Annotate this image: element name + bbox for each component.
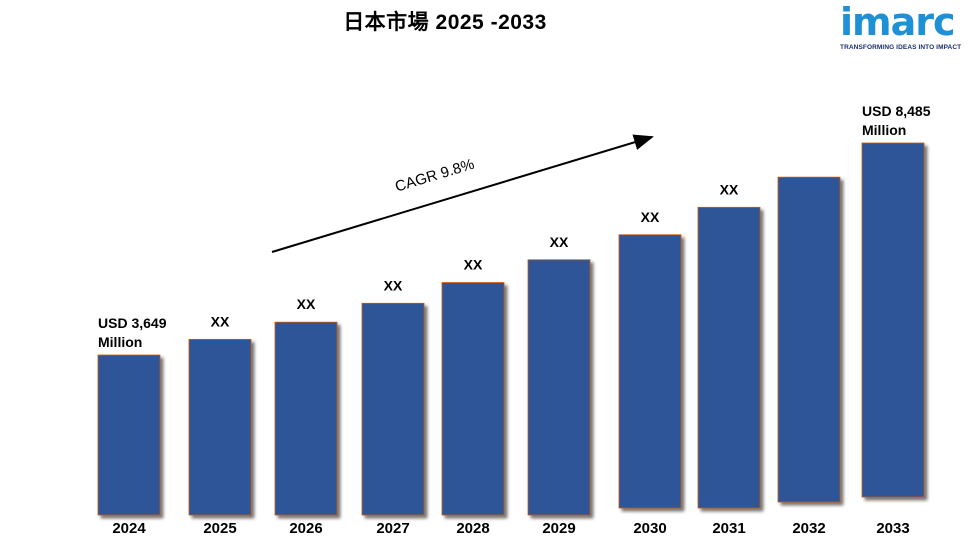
x-tick-label-2029: 2029 (542, 520, 575, 537)
cagr-annotation: CAGR 9.8% (393, 156, 476, 196)
x-tick-label-2033: 2033 (876, 520, 909, 537)
bar-2032 (777, 176, 841, 503)
x-tick-label-2026: 2026 (289, 520, 322, 537)
logo-wordmark: imarc (840, 0, 956, 44)
imarc-logo: imarc TRANSFORMING IDEAS INTO IMPACT (840, 2, 970, 58)
x-tick-label-2030: 2030 (633, 520, 666, 537)
x-tick-label-2027: 2027 (376, 520, 409, 537)
bar-2024 (97, 354, 161, 516)
bar-2028 (441, 282, 505, 516)
bar-2025 (188, 338, 252, 516)
data-label-2030: XX (641, 209, 660, 225)
data-label-2029: XX (550, 234, 569, 250)
bar-2026 (274, 321, 338, 516)
data-label-2028: XX (464, 257, 483, 273)
data-label-2025: XX (211, 313, 230, 329)
data-label-2026: XX (297, 296, 316, 312)
logo-tagline: TRANSFORMING IDEAS INTO IMPACT (840, 44, 962, 51)
bar-2033 (861, 142, 925, 498)
x-tick-label-2031: 2031 (712, 520, 745, 537)
bar-2031 (697, 206, 761, 509)
x-tick-label-2032: 2032 (792, 520, 825, 537)
x-tick-label-2024: 2024 (112, 520, 146, 537)
data-label-2031: XX (720, 181, 739, 197)
bar-2027 (361, 302, 425, 516)
bar-2029 (527, 259, 591, 516)
bars-group (97, 142, 925, 516)
data-label-2033: USD 8,485 Million (862, 103, 931, 138)
bar-2030 (618, 234, 682, 509)
data-label-2027: XX (384, 277, 403, 293)
x-tick-label-2025: 2025 (203, 520, 236, 537)
labels-group: 2024 USD 3,649 Million 2025 XX 2026 XX 2027 XX 20… (98, 103, 931, 537)
x-tick-label-2028: 2028 (456, 520, 489, 537)
chart-title: 日本市場 2025 -2033 (343, 11, 547, 34)
data-label-2024: USD 3,649 Million (98, 315, 167, 350)
cagr-arrow (271, 134, 654, 253)
